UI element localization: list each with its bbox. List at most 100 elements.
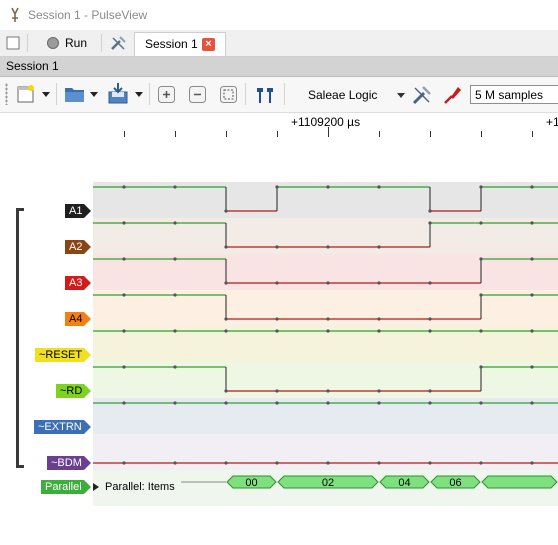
channel-label[interactable]: A1: [65, 204, 93, 218]
toolbar-divider: [27, 34, 28, 52]
decoder-annotation[interactable]: [430, 475, 481, 489]
sample-dot: [377, 245, 381, 249]
sample-dot: [224, 389, 228, 393]
close-tab-icon[interactable]: ×: [202, 38, 215, 51]
toolbar-divider: [245, 83, 246, 105]
sample-dot: [122, 257, 126, 261]
run-button[interactable]: Run: [46, 33, 87, 53]
sample-dot: [122, 185, 126, 189]
sample-dot: [479, 221, 483, 225]
sample-dot: [275, 401, 279, 405]
trace-view[interactable]: 00 02 04 06: [93, 150, 558, 545]
save-icon[interactable]: [106, 82, 130, 106]
toolbar-divider: [101, 34, 102, 52]
channel-label[interactable]: A3: [65, 276, 93, 290]
toolbar-divider: [149, 83, 150, 105]
chevron-down-icon[interactable]: [90, 92, 98, 97]
zoom-fit-icon[interactable]: [220, 86, 237, 103]
decoder-annotation[interactable]: [226, 475, 277, 489]
device-selector-value: Saleae Logic: [308, 88, 378, 102]
decoder-annotation-label: 06: [449, 477, 461, 489]
channel-label[interactable]: ~EXTRN: [34, 420, 91, 434]
sample-dot: [530, 329, 534, 333]
chevron-down-icon[interactable]: [42, 92, 50, 97]
pulseview-logo-icon: [11, 7, 19, 22]
chevron-down-icon: [397, 93, 405, 98]
sample-dot: [122, 461, 126, 465]
sample-dot: [122, 221, 126, 225]
sample-dot: [326, 317, 330, 321]
sample-dot: [377, 461, 381, 465]
sample-dot: [479, 365, 483, 369]
sample-count-field[interactable]: 5 M samples: [470, 85, 558, 104]
zoom-out-icon[interactable]: [189, 86, 206, 103]
decoder-annotation[interactable]: [481, 475, 558, 489]
sample-dot: [224, 329, 228, 333]
decoder-annotation[interactable]: [379, 475, 430, 489]
sample-dot: [275, 185, 279, 189]
run-icon: [47, 37, 59, 49]
sample-dot: [530, 257, 534, 261]
sample-dot: [428, 329, 432, 333]
sample-dot: [428, 209, 432, 213]
channel-label[interactable]: ~RD: [56, 384, 92, 398]
tab-session-1[interactable]: Session 1 ×: [134, 32, 226, 56]
channel-label[interactable]: A2: [65, 240, 93, 254]
zoom-in-icon[interactable]: [158, 86, 175, 103]
sample-dot: [224, 401, 228, 405]
sample-dot: [122, 293, 126, 297]
sample-dot: [428, 281, 432, 285]
decoder-tag[interactable]: Parallel: [41, 480, 91, 494]
sample-dot: [122, 329, 126, 333]
sample-dot: [173, 293, 177, 297]
decoder-annotation[interactable]: [277, 475, 379, 489]
sample-dot: [173, 185, 177, 189]
time-ruler[interactable]: +1109200 µs +1: [93, 113, 558, 150]
sample-dot: [479, 401, 483, 405]
sample-dot: [377, 317, 381, 321]
sample-dot: [275, 245, 279, 249]
new-window-icon[interactable]: [6, 36, 20, 50]
sample-dot: [377, 401, 381, 405]
title-bar: Session 1 - PulseView: [0, 0, 558, 30]
sample-dot: [479, 293, 483, 297]
chevron-down-icon[interactable]: [135, 92, 143, 97]
device-selector[interactable]: Saleae Logic: [300, 85, 408, 105]
sample-count-value: 5 M samples: [475, 88, 544, 102]
session-header: Session 1: [0, 57, 558, 77]
configure-device-icon[interactable]: [411, 84, 433, 106]
channel-label[interactable]: ~BDM: [47, 456, 91, 470]
sample-dot: [122, 365, 126, 369]
sample-dot: [530, 185, 534, 189]
sample-dot: [428, 221, 432, 225]
window-title: Session 1 - PulseView: [28, 8, 148, 22]
ruler-right-label: +1: [546, 115, 558, 129]
sample-dot: [377, 185, 381, 189]
new-session-icon[interactable]: [16, 84, 36, 104]
main-toolbar: Run Session 1 ×: [0, 30, 558, 57]
probe-icon[interactable]: [442, 84, 464, 106]
channel-label[interactable]: ~RESET: [35, 348, 92, 362]
sample-dot: [326, 389, 330, 393]
toolbar-divider: [284, 83, 285, 105]
channel-group-bracket[interactable]: [16, 208, 24, 468]
sample-dot: [224, 245, 228, 249]
sample-dot: [224, 209, 228, 213]
decoder-annotation-label: 02: [322, 477, 334, 489]
ruler-tick: [430, 131, 431, 137]
toolbar-grip[interactable]: [5, 83, 8, 105]
sample-dot: [479, 257, 483, 261]
ruler-tick: [532, 131, 533, 137]
session-toolbar: Saleae Logic 5 M samples: [0, 77, 558, 113]
cursor-icon[interactable]: [254, 85, 276, 105]
open-file-icon[interactable]: [64, 84, 86, 104]
sample-dot: [428, 461, 432, 465]
sample-dot: [377, 329, 381, 333]
sample-dot: [275, 329, 279, 333]
device-settings-icon[interactable]: [110, 35, 128, 51]
toolbar-divider: [56, 83, 57, 105]
sample-dot: [224, 281, 228, 285]
ruler-center-label: +1109200 µs: [291, 115, 361, 129]
expand-decoder-icon[interactable]: [93, 483, 99, 491]
channel-label[interactable]: A4: [65, 312, 93, 326]
